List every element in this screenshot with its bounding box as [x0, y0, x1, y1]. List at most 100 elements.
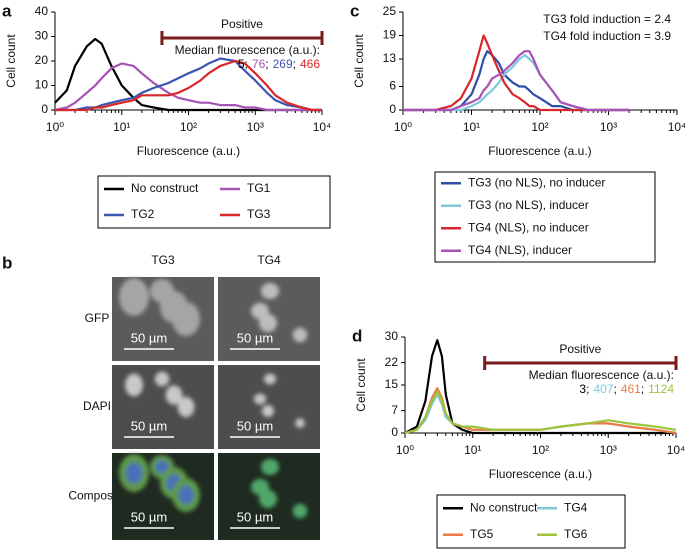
- x-tick-label: 10¹: [113, 120, 130, 134]
- median-value: 269: [273, 57, 293, 71]
- median-separator: ;: [265, 57, 268, 71]
- y-tick-label: 40: [35, 4, 49, 18]
- legend-box: [97, 175, 331, 229]
- x-tick-label: 10⁰: [46, 120, 64, 134]
- x-tick-label: 10¹: [463, 120, 480, 134]
- scale-bar-label: 50 µm: [237, 418, 273, 433]
- nucleus: [295, 418, 305, 428]
- y-tick-label: 15: [385, 377, 399, 391]
- nucleus: [155, 460, 169, 474]
- cells: [125, 371, 195, 418]
- nucleus: [254, 393, 266, 405]
- scale-bar-label: 50 µm: [131, 418, 167, 433]
- median-separator: ;: [293, 57, 296, 71]
- nucleus: [165, 385, 183, 405]
- legend-label: TG6: [564, 527, 588, 541]
- y-tick-label: 30: [35, 29, 49, 43]
- median-separator: ;: [245, 57, 248, 71]
- median-value: 407: [593, 382, 613, 396]
- series-line: [403, 50, 630, 112]
- panel-label: b: [2, 253, 12, 272]
- nucleus: [125, 373, 143, 397]
- panel-label: a: [2, 1, 12, 20]
- series-line: [55, 59, 322, 112]
- row-label: Composite: [68, 489, 126, 503]
- y-axis-title: Cell count: [354, 358, 368, 412]
- gate-label: Positive: [559, 342, 601, 356]
- median-title: Median fluorescence (a.u.):: [175, 43, 320, 57]
- legend-label: TG4: [564, 500, 588, 514]
- legend-label: TG3: [247, 207, 271, 221]
- x-tick-label: 10³: [600, 120, 617, 134]
- median-value: 3: [579, 382, 586, 396]
- panel-label: c: [350, 1, 359, 20]
- row-label: GFP: [85, 311, 110, 325]
- cell: [259, 314, 277, 332]
- x-tick-label: 10²: [532, 443, 549, 457]
- legend-label: TG4 (NLS), no inducer: [468, 220, 589, 234]
- x-axis-title: Fluorescence (a.u.): [488, 144, 591, 158]
- median-separator: ;: [613, 382, 616, 396]
- nucleus: [178, 485, 194, 505]
- y-tick-label: 0: [389, 102, 396, 116]
- median-value: 466: [300, 57, 320, 71]
- series-line: [404, 339, 676, 435]
- y-tick-label: 6: [389, 79, 396, 93]
- nucleus: [154, 371, 170, 387]
- x-tick-label: 10³: [600, 443, 617, 457]
- x-tick-label: 10⁰: [396, 443, 414, 457]
- y-tick-label: 20: [35, 53, 49, 67]
- legend-label: No construct: [470, 500, 538, 514]
- cell: [261, 458, 279, 476]
- y-tick-label: 25: [383, 4, 397, 18]
- gate-label: Positive: [221, 17, 263, 31]
- y-tick-label: 10: [35, 78, 49, 92]
- nucleus: [262, 405, 274, 417]
- series-line: [54, 62, 322, 112]
- series-line: [404, 387, 677, 435]
- median-title: Median fluorescence (a.u.):: [529, 368, 674, 382]
- y-tick-label: 13: [383, 51, 397, 65]
- x-tick-label: 10²: [531, 120, 548, 134]
- cells: [254, 373, 305, 428]
- cell: [119, 278, 149, 316]
- series-line: [403, 34, 630, 112]
- median-values: 5; 76; 269; 466: [238, 57, 320, 71]
- median-value: 76: [252, 57, 266, 71]
- row-label: DAPI: [83, 399, 111, 413]
- legend-label: TG3 (no NLS), no inducer: [468, 175, 605, 189]
- legend-label: TG5: [470, 527, 494, 541]
- series-line: [404, 390, 677, 435]
- x-axis-title: Fluorescence (a.u.): [489, 467, 592, 481]
- x-axis-title: Fluorescence (a.u.): [137, 144, 240, 158]
- median-value: 1124: [648, 382, 674, 396]
- annotation: TG4 fold induction = 3.9: [543, 29, 671, 43]
- median-values: 3; 407; 461; 1124: [579, 382, 674, 396]
- nucleus: [264, 373, 276, 385]
- cell: [292, 327, 308, 343]
- cells: [119, 278, 200, 336]
- cell: [261, 282, 279, 300]
- cells: [119, 454, 200, 512]
- legend-label: No construct: [131, 181, 199, 195]
- legend-label: TG2: [131, 207, 155, 221]
- scale-bar-label: 50 µm: [237, 330, 273, 345]
- column-header: TG4: [257, 253, 281, 267]
- y-tick-label: 0: [41, 102, 48, 116]
- legend-box: [436, 494, 626, 549]
- legend-label: TG4 (NLS), inducer: [468, 243, 572, 257]
- cell: [259, 490, 277, 508]
- nucleus: [177, 396, 195, 418]
- y-tick-label: 22: [385, 355, 399, 369]
- median-value: 5: [238, 57, 245, 71]
- x-tick-label: 10⁰: [394, 120, 412, 134]
- x-tick-label: 10²: [180, 120, 197, 134]
- scale-bar-label: 50 µm: [131, 509, 167, 524]
- cells: [251, 458, 308, 519]
- x-tick-label: 10¹: [464, 443, 481, 457]
- y-axis-title: Cell count: [352, 34, 366, 88]
- x-tick-label: 10⁴: [313, 120, 332, 134]
- nucleus: [125, 462, 143, 484]
- y-tick-label: 19: [383, 28, 397, 42]
